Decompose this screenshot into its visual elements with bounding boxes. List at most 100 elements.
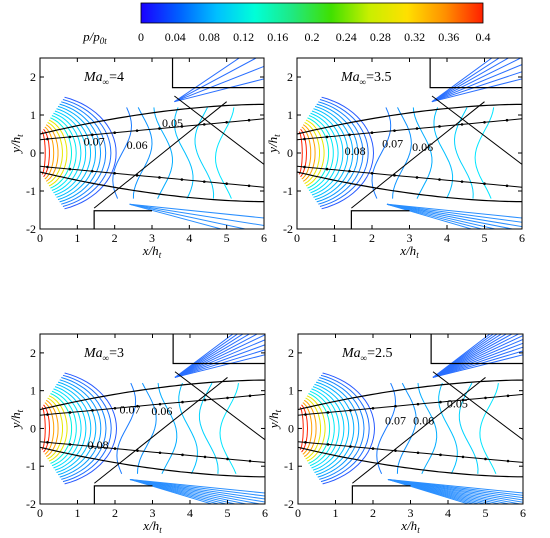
- external-wave-line: [432, 334, 495, 378]
- pressure-isoline: [54, 386, 87, 471]
- y-tick-label: 2: [287, 70, 293, 84]
- contour-label: 0.08: [88, 438, 109, 452]
- external-wave-line: [174, 65, 264, 103]
- external-wave-line: [431, 58, 500, 103]
- panel-ma35: 0.08 0.07 0.06 0 1 2 3 4 5 6 -2 -1 0 1 2 x/ht y/ht Ma∞=3.…: [265, 57, 525, 260]
- streamline: [40, 441, 265, 463]
- panel-ma25: 0.07 0.06 0.05 0 1 2 3 4 5 6 -2 -1 0 1 2 x/ht y/ht Ma∞=2.…: [266, 333, 526, 535]
- pressure-isoline: [41, 131, 46, 175]
- pressure-isoline: [62, 99, 112, 207]
- colorbar-tick-label: 0.12: [233, 30, 254, 44]
- x-tick-label: 6: [520, 506, 526, 520]
- contour-label: 0.05: [447, 397, 468, 411]
- pressure-isoline: [392, 107, 412, 199]
- y-tick-label: -1: [26, 459, 36, 473]
- pressure-isoline: [56, 108, 92, 198]
- external-wave-line: [432, 334, 491, 378]
- pressure-isoline: [318, 101, 364, 205]
- pressure-isoline: [479, 383, 499, 474]
- pressure-isoline: [174, 107, 194, 199]
- streamline: [297, 118, 522, 141]
- pressure-isoline: [59, 379, 102, 478]
- pressure-isoline: [319, 377, 365, 480]
- x-tick-label: 3: [149, 231, 155, 245]
- y-tick-label: 1: [30, 384, 36, 398]
- upper-wall: [429, 58, 522, 89]
- x-tick-label: 2: [370, 506, 376, 520]
- x-tick-label: 1: [332, 231, 338, 245]
- external-wave-line: [129, 478, 265, 497]
- pressure-isoline: [321, 96, 375, 210]
- y-axis-label-subscript: t: [272, 134, 282, 137]
- y-tick-label: 0: [288, 421, 294, 435]
- contour-label: 0.07: [120, 402, 141, 416]
- colorbar-tick-label: 0.2: [305, 30, 320, 44]
- pressure-isoline: [458, 382, 479, 474]
- pressure-isoline: [417, 383, 438, 475]
- y-tick-label: 1: [288, 384, 294, 398]
- y-tick-label: 0: [30, 146, 36, 160]
- x-tick-label: 0: [37, 231, 43, 245]
- pressure-isoline: [50, 393, 73, 464]
- shock-line: [432, 371, 523, 441]
- external-wave-line: [129, 478, 249, 504]
- panel-ma4: 0.05 0.07 0.06 0 1 2 3 4 5 6 -2 -1 0 1 2 x/ht y/ht Ma∞=4: [8, 57, 267, 260]
- y-tick-label: 0: [30, 421, 36, 435]
- streamline: [297, 165, 522, 188]
- pressure-isoline: [53, 112, 82, 194]
- external-wave-line: [174, 334, 239, 378]
- external-wave-line: [174, 58, 241, 103]
- plot-frame: [296, 57, 523, 230]
- pressure-isoline: [322, 372, 376, 485]
- pressure-isoline: [316, 103, 359, 203]
- external-wave-line: [432, 346, 523, 378]
- mach-label: Ma∞=3: [83, 346, 124, 363]
- streamline: [298, 393, 523, 416]
- external-wave-line: [432, 334, 508, 378]
- colorbar-tick-label: 0.28: [370, 30, 391, 44]
- pressure-isoline: [438, 382, 458, 475]
- mach-label-value: =4: [109, 70, 124, 85]
- x-axis-label: x/ht: [400, 518, 420, 535]
- y-tick-label: 2: [30, 70, 36, 84]
- pressure-isoline: [153, 107, 174, 199]
- external-wave-line: [386, 203, 522, 228]
- external-wave-line: [129, 478, 221, 504]
- mach-label: Ma∞=4: [83, 70, 124, 87]
- pressure-isoline: [302, 124, 316, 182]
- y-axis-label: y/ht: [8, 409, 25, 430]
- external-wave-line: [174, 334, 234, 378]
- pressure-isoline: [137, 382, 157, 474]
- mach-label-value: =2.5: [367, 346, 392, 361]
- contour-label: 0.06: [413, 414, 434, 428]
- external-wave-line: [386, 203, 516, 229]
- external-wave-line: [174, 334, 265, 378]
- mach-label-subscript: ∞: [361, 353, 367, 363]
- mach-label: Ma∞=2.5: [341, 346, 393, 363]
- pressure-isoline: [302, 402, 313, 455]
- pressure-isoline: [45, 399, 59, 458]
- external-wave-line: [174, 334, 244, 378]
- mach-label-value: =3: [109, 346, 124, 361]
- pressure-isoline: [50, 117, 73, 189]
- x-tick-label: 5: [225, 506, 231, 520]
- shock-line: [174, 95, 264, 165]
- y-tick-label: 1: [287, 108, 293, 122]
- x-tick-label: 0: [37, 506, 43, 520]
- external-wave-line: [174, 78, 264, 103]
- plume-boundary-lower: [40, 171, 264, 203]
- external-wave-line: [129, 478, 265, 503]
- external-wave-line: [129, 203, 264, 219]
- x-tick-label: 5: [482, 231, 488, 245]
- pressure-isoline: [57, 381, 97, 476]
- pressure-isoline: [412, 107, 433, 199]
- x-tick-label: 1: [333, 506, 339, 520]
- plume-boundary-upper: [40, 379, 265, 411]
- pressure-isoline: [51, 390, 77, 467]
- x-tick-label: 4: [444, 231, 450, 245]
- upper-wall: [172, 334, 265, 365]
- pressure-isoline: [319, 99, 369, 207]
- contour-label: 0.07: [84, 134, 105, 148]
- y-axis-label: y/ht: [265, 134, 282, 155]
